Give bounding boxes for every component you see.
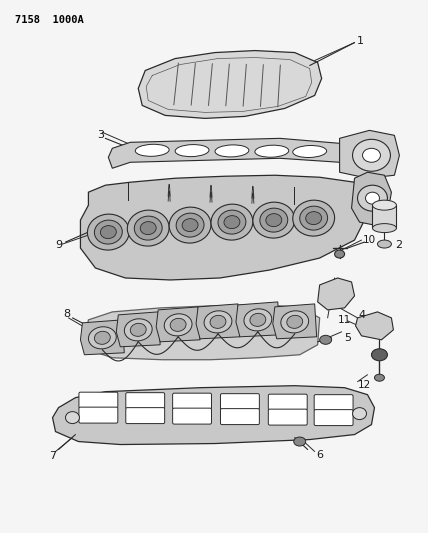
FancyBboxPatch shape — [126, 393, 165, 409]
Ellipse shape — [306, 212, 322, 224]
Ellipse shape — [215, 145, 249, 157]
Ellipse shape — [175, 144, 209, 157]
Ellipse shape — [372, 200, 396, 210]
Polygon shape — [53, 386, 374, 445]
FancyBboxPatch shape — [79, 392, 118, 408]
Polygon shape — [318, 278, 354, 310]
FancyBboxPatch shape — [314, 410, 353, 425]
Ellipse shape — [224, 216, 240, 229]
Ellipse shape — [130, 324, 146, 336]
Ellipse shape — [363, 148, 380, 162]
Ellipse shape — [293, 200, 335, 236]
Ellipse shape — [244, 309, 272, 331]
Ellipse shape — [89, 327, 116, 349]
FancyBboxPatch shape — [220, 409, 259, 425]
Polygon shape — [108, 139, 348, 168]
Text: 8: 8 — [63, 309, 70, 319]
Ellipse shape — [372, 224, 396, 232]
Polygon shape — [273, 304, 317, 339]
FancyBboxPatch shape — [268, 409, 307, 425]
FancyBboxPatch shape — [79, 407, 118, 423]
Ellipse shape — [134, 216, 162, 240]
Polygon shape — [80, 320, 124, 355]
Polygon shape — [356, 312, 393, 340]
Ellipse shape — [357, 185, 387, 211]
Ellipse shape — [218, 210, 246, 234]
Text: 1: 1 — [357, 36, 364, 46]
Polygon shape — [156, 307, 200, 342]
Text: 7158  1000A: 7158 1000A — [15, 15, 83, 25]
Polygon shape — [116, 312, 160, 347]
Text: 9: 9 — [55, 240, 62, 250]
FancyBboxPatch shape — [268, 394, 307, 410]
Ellipse shape — [140, 222, 156, 235]
Text: 11: 11 — [338, 315, 351, 325]
Ellipse shape — [374, 374, 384, 381]
Polygon shape — [196, 304, 240, 339]
Ellipse shape — [176, 213, 204, 237]
FancyBboxPatch shape — [220, 394, 259, 410]
Ellipse shape — [372, 349, 387, 361]
Ellipse shape — [300, 206, 327, 230]
Ellipse shape — [366, 192, 380, 204]
Ellipse shape — [353, 408, 366, 419]
Polygon shape — [138, 51, 322, 118]
Polygon shape — [236, 302, 280, 337]
Ellipse shape — [127, 210, 169, 246]
Ellipse shape — [250, 313, 266, 326]
Ellipse shape — [65, 411, 80, 424]
Text: 2: 2 — [395, 240, 402, 250]
Ellipse shape — [266, 214, 282, 227]
Ellipse shape — [377, 240, 392, 248]
Ellipse shape — [101, 225, 116, 239]
FancyBboxPatch shape — [314, 394, 353, 410]
Polygon shape — [372, 205, 396, 228]
Ellipse shape — [95, 332, 110, 344]
Text: 4: 4 — [358, 310, 365, 320]
Polygon shape — [351, 172, 392, 225]
Ellipse shape — [287, 316, 303, 328]
Ellipse shape — [294, 437, 306, 446]
Ellipse shape — [320, 335, 332, 344]
Text: 12: 12 — [358, 379, 371, 390]
Ellipse shape — [293, 146, 327, 158]
Ellipse shape — [353, 139, 390, 171]
Text: 7: 7 — [49, 450, 56, 461]
Ellipse shape — [169, 207, 211, 243]
Polygon shape — [86, 305, 320, 360]
Ellipse shape — [204, 311, 232, 333]
Ellipse shape — [281, 311, 309, 333]
Ellipse shape — [164, 314, 192, 336]
Ellipse shape — [125, 319, 152, 341]
FancyBboxPatch shape — [172, 393, 211, 409]
Ellipse shape — [95, 220, 122, 244]
FancyBboxPatch shape — [126, 408, 165, 424]
Ellipse shape — [182, 219, 198, 232]
Text: 5: 5 — [344, 333, 351, 343]
Ellipse shape — [335, 250, 345, 258]
Ellipse shape — [210, 316, 226, 328]
Ellipse shape — [87, 214, 129, 250]
Ellipse shape — [211, 204, 253, 240]
Text: 10: 10 — [363, 235, 376, 245]
Ellipse shape — [170, 318, 186, 332]
Ellipse shape — [253, 202, 295, 238]
FancyBboxPatch shape — [172, 408, 211, 424]
Ellipse shape — [260, 208, 288, 232]
Polygon shape — [80, 175, 368, 280]
Polygon shape — [339, 131, 399, 178]
Ellipse shape — [135, 144, 169, 156]
Ellipse shape — [255, 145, 289, 157]
Text: 6: 6 — [316, 449, 323, 459]
Text: 3: 3 — [97, 131, 104, 140]
